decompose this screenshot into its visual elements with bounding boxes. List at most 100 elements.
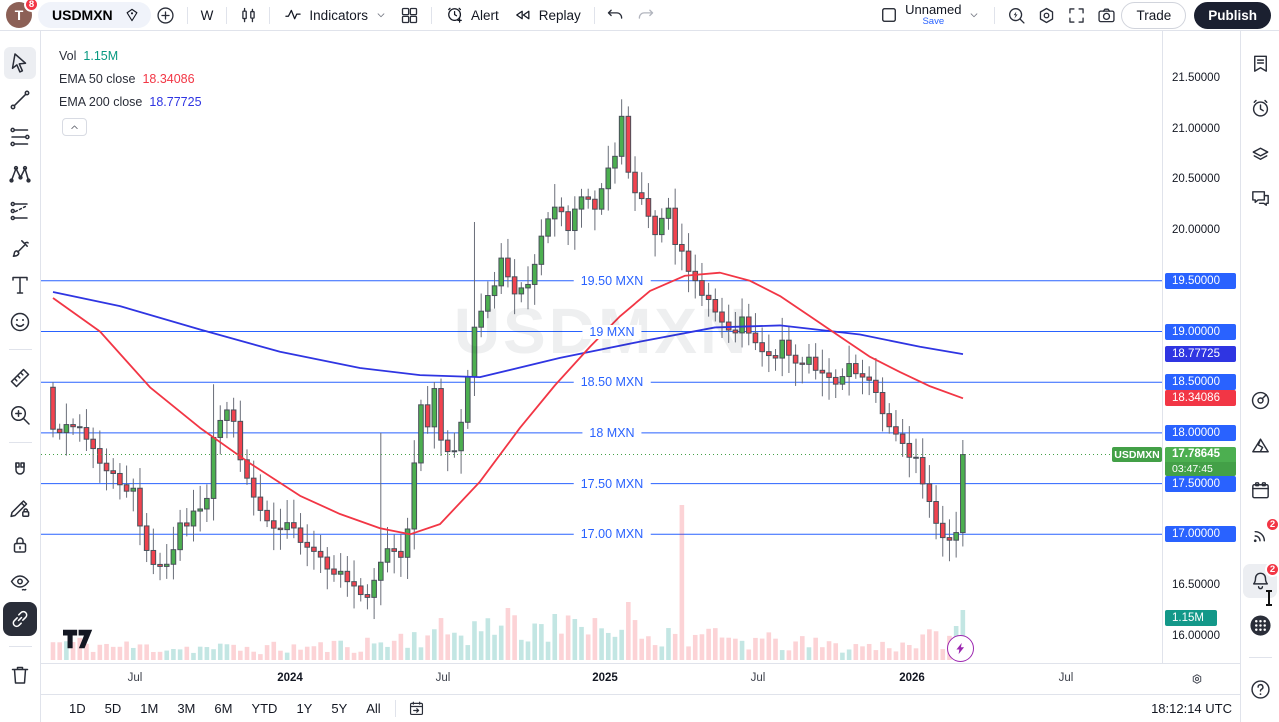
quick-search-button[interactable] [1001,2,1031,29]
price-scale-settings-icon[interactable] [1189,671,1205,687]
level-price-badge: 17.00000 [1165,526,1236,543]
ideas-button[interactable] [1243,429,1277,463]
trend-line-tool-button[interactable] [4,84,36,116]
brush-tool-button[interactable] [4,232,36,264]
save-link[interactable]: Save [922,16,945,28]
timeframe-all-button[interactable]: All [358,699,388,718]
stay-in-drawing-mode-tool-button[interactable] [4,492,36,524]
timeframe-1y-button[interactable]: 1Y [288,699,320,718]
forecast-icon [8,199,32,223]
tradingview-logo[interactable] [63,629,97,654]
notifications-button[interactable]: 2 [1243,561,1279,598]
screener-button[interactable] [1243,384,1277,418]
fib-retracement-tool-button[interactable] [4,121,36,153]
last-price-value: 17.78645 [1165,446,1236,462]
trade-button[interactable]: Trade [1121,1,1187,29]
calendar-icon [1249,479,1272,502]
layout-button[interactable]: Unnamed Save [872,2,988,29]
xabcd-pattern-tool-button[interactable] [4,158,36,190]
text-tool-button[interactable] [4,269,36,301]
ema50-value: 18.34086 [142,71,195,86]
time-tick: Jul [750,672,766,684]
last-price-badge: 17.78645 03:47:45 [1165,446,1236,476]
forecast-tool-button[interactable] [4,195,36,227]
magnet-tool-button[interactable] [4,455,36,487]
timeframe-5y-button[interactable]: 5Y [323,699,355,718]
avatar-letter: T [14,7,24,23]
fullscreen-button[interactable] [1061,2,1091,29]
ema200-value: 18.77725 [149,94,202,109]
cursor-tool-button[interactable] [4,46,36,79]
session-clock[interactable]: 18:12:14 UTC [1151,701,1232,716]
watchlist-button[interactable] [1243,47,1277,81]
calendar-button[interactable] [1243,474,1277,508]
streams-button[interactable]: 2 [1243,516,1279,553]
indicator-templates-button[interactable] [395,2,425,29]
remove-drawings-tool-button[interactable] [4,659,36,691]
link-icon [8,607,32,631]
undo-button[interactable] [601,2,631,29]
chart-legend: Vol 1.15M EMA 50 close 18.34086 EMA 200 … [59,44,202,113]
alert-button[interactable]: Alert [438,2,506,29]
ema200-price-badge: 18.77725 [1165,346,1236,363]
legend-volume-row[interactable]: Vol 1.15M [59,44,202,67]
lock-icon [8,533,32,557]
timeframe-3m-button[interactable]: 3M [169,699,203,718]
user-avatar[interactable]: T 8 [6,0,39,28]
go-to-date-button[interactable] [402,695,432,722]
timeframe-5d-button[interactable]: 5D [97,699,130,718]
publish-button[interactable]: Publish [1194,1,1271,29]
candlestick-chart[interactable] [41,31,1162,663]
redo-button[interactable] [631,2,661,29]
chat-button[interactable] [1243,182,1277,216]
object-tree-button[interactable] [1243,137,1277,171]
divider [430,6,432,24]
measure-tool-button[interactable] [4,362,36,394]
compare-add-button[interactable] [151,2,181,29]
volume-label: Vol [59,48,77,63]
legend-ema50-row[interactable]: EMA 50 close 18.34086 [59,67,202,90]
avatar-notification-badge: 8 [24,0,39,12]
time-tick: 2026 [899,672,925,684]
indicators-button[interactable]: Indicators [276,2,395,29]
chart-settings-button[interactable] [1031,2,1061,29]
camera-icon [1096,5,1117,26]
divider [186,6,188,24]
level-price-badge: 18.00000 [1165,424,1236,441]
replay-button[interactable]: Replay [506,2,588,29]
snapshot-button[interactable] [1091,2,1121,29]
ema50-label: EMA 50 close [59,71,136,86]
sync-drawings-tool-button[interactable] [3,601,37,636]
chart-style-button[interactable] [233,2,263,29]
pencil-lock-icon [8,496,32,520]
emoji-tool-button[interactable] [4,306,36,338]
grid-icon [399,5,420,26]
more-apps-button[interactable] [1243,609,1277,643]
symbol-search-button[interactable]: USDMXN [38,2,151,28]
hide-drawings-tool-button[interactable] [4,566,36,598]
time-tick: 2025 [592,672,618,684]
help-button[interactable] [1243,673,1277,707]
price-axis[interactable]: 21.50000 21.00000 20.50000 20.00000 16.50000… [1162,31,1240,663]
time-axis[interactable]: Jul 2024 Jul 2025 Jul 2026 Jul [41,663,1240,694]
timeframe-1d-button[interactable]: 1D [61,699,94,718]
mouse-cursor [1266,590,1272,606]
brush-icon [8,236,32,260]
alerts-button[interactable] [1243,92,1277,126]
legend-ema200-row[interactable]: EMA 200 close 18.77725 [59,90,202,113]
timeframe-1m-button[interactable]: 1M [132,699,166,718]
chart-plot[interactable]: USDMXN 19.50 MXN 19 MXN 18.50 MXN 18 MXN 17.… [41,31,1162,663]
lock-drawings-tool-button[interactable] [4,529,36,561]
level-price-badge: 19.00000 [1165,323,1236,340]
quick-trade-lightning-button[interactable] [947,635,974,662]
cursor-icon [8,51,32,75]
timeframe-ytd-button[interactable]: YTD [243,699,285,718]
legend-collapse-button[interactable] [62,118,87,136]
interval-button[interactable]: W [194,2,221,29]
timeframe-6m-button[interactable]: 6M [206,699,240,718]
level-price-badge: 18.50000 [1165,374,1236,391]
target-icon [1249,389,1272,412]
mountain-icon [1249,434,1272,457]
zoom-in-tool-button[interactable] [4,399,36,431]
level-price-badge: 17.50000 [1165,475,1236,492]
